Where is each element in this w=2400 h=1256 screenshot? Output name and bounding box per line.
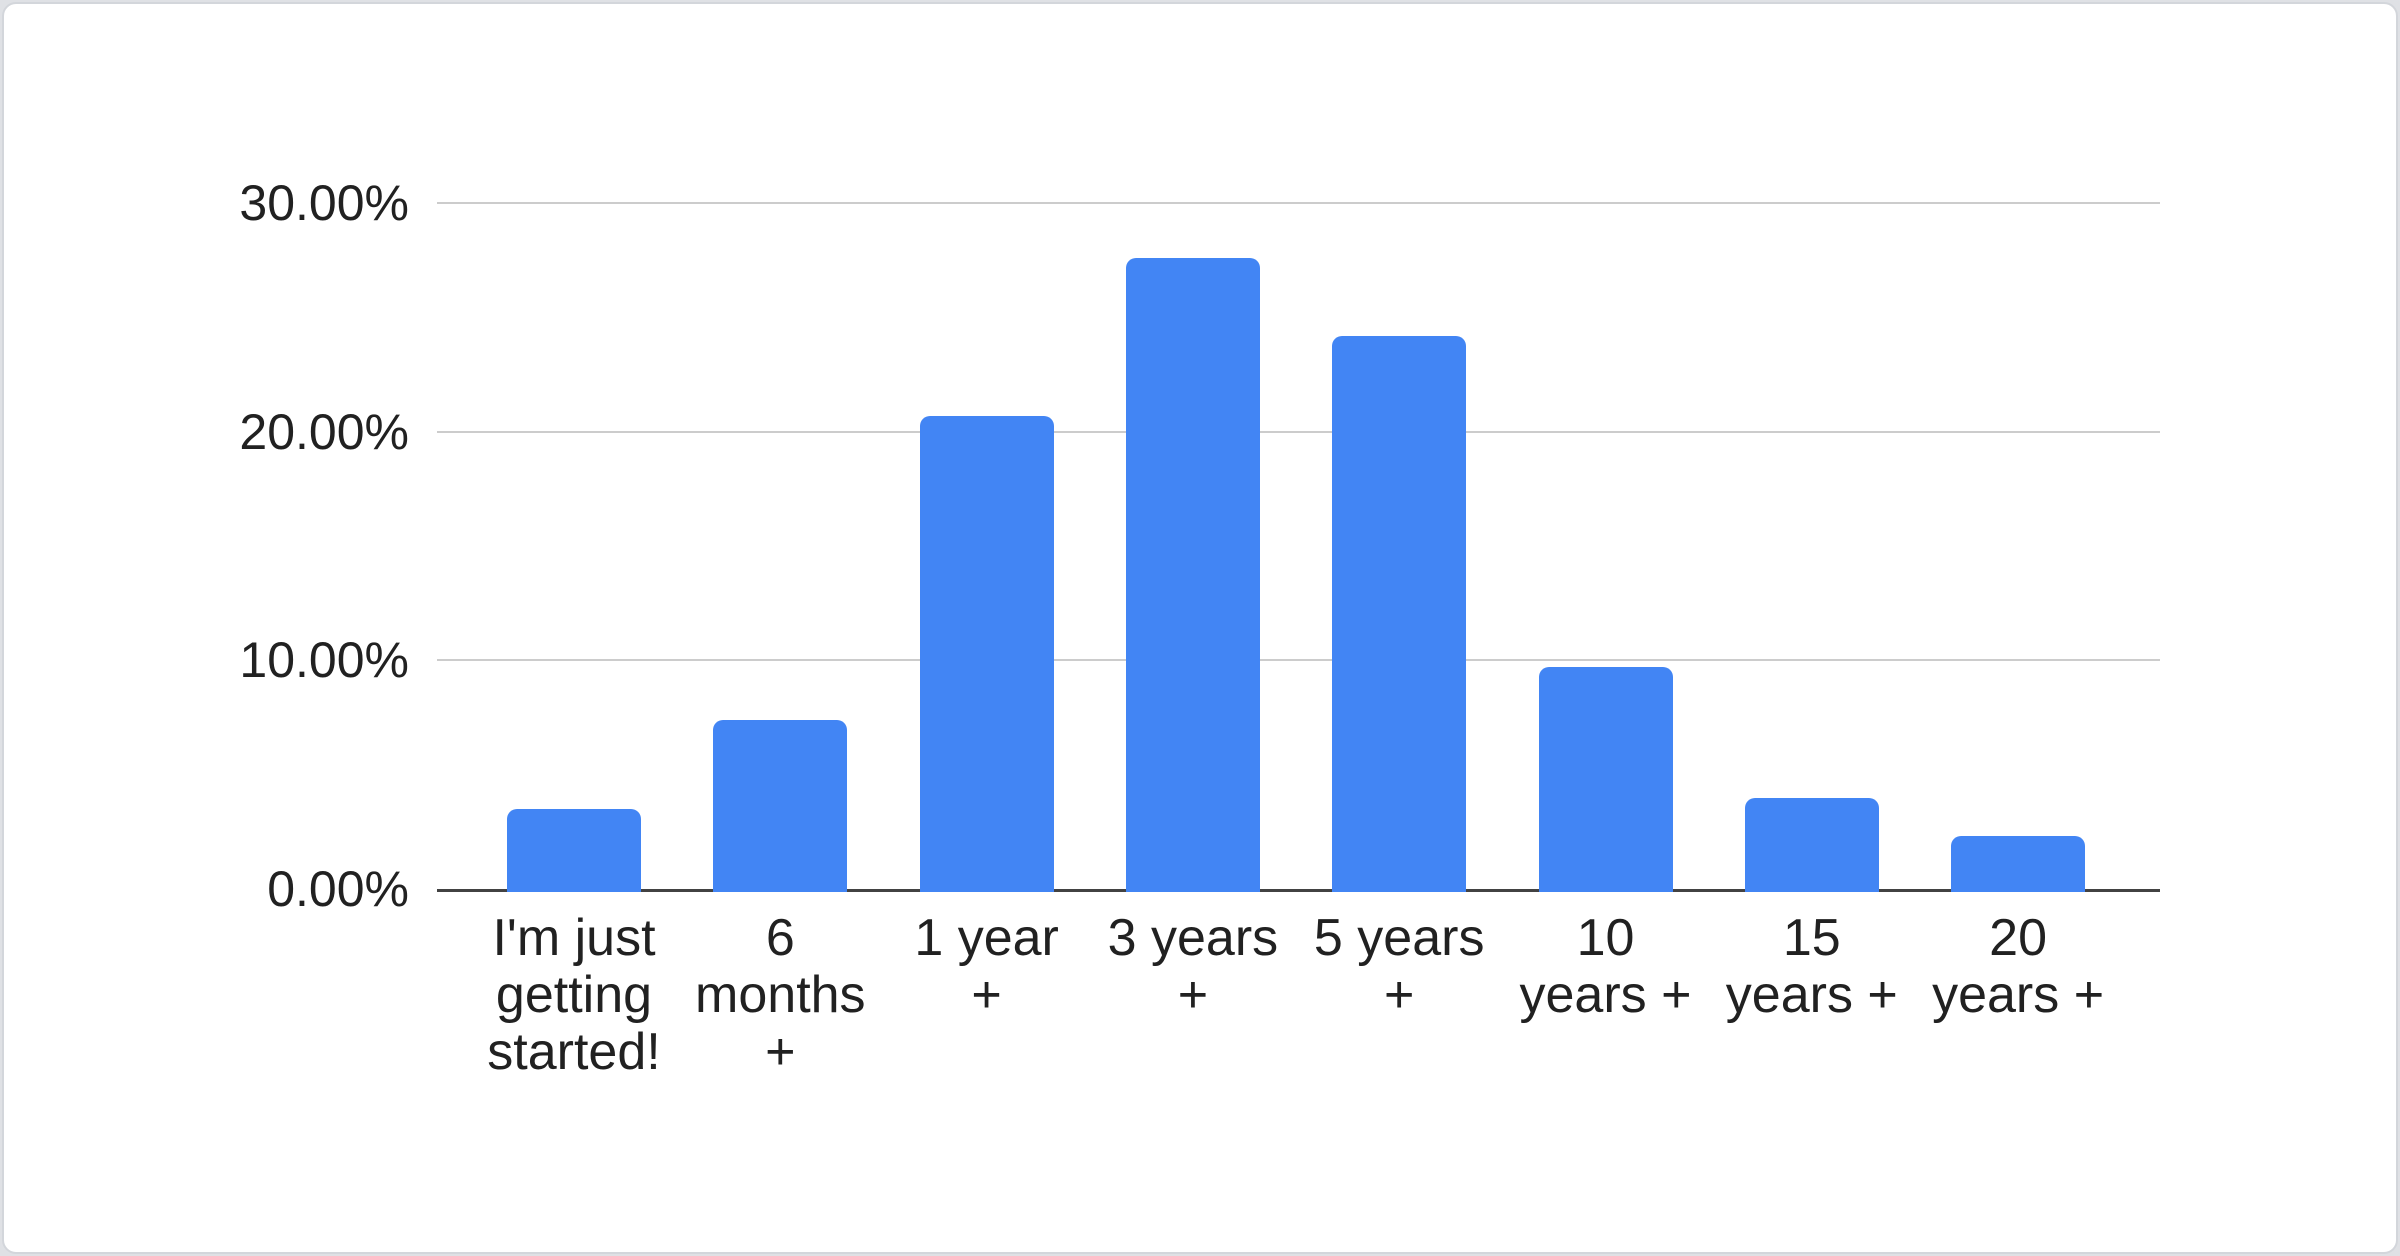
x-axis-label: 1 year +	[872, 910, 1102, 1024]
x-axis-label: 15 years +	[1697, 910, 1927, 1024]
x-axis-label-line: +	[1177, 966, 1209, 1024]
gridline	[437, 659, 2160, 662]
x-axis-label-line: +	[1384, 966, 1415, 1024]
x-axis-label-line: started!	[487, 1023, 661, 1081]
bar	[1744, 797, 1879, 892]
bar	[507, 808, 641, 892]
x-axis-label: 3 years +	[1078, 910, 1308, 1024]
bar	[1951, 836, 2086, 892]
x-axis-label-line: months	[695, 966, 866, 1024]
x-axis-label: I'm just getting started!	[459, 910, 689, 1081]
x-axis-label-line: 5 years	[1313, 909, 1485, 967]
bar-chart: 0.00% 10.00% 20.00% 30.00% I'm just getting st…	[4, 4, 2396, 1252]
x-axis-label-line: years +	[1519, 966, 1692, 1024]
x-axis-label-line: getting	[495, 966, 653, 1024]
gridline	[437, 430, 2160, 433]
bar	[713, 719, 848, 892]
x-axis-label-line: 3 years	[1107, 909, 1279, 967]
bar	[1332, 335, 1467, 892]
x-axis-line	[437, 889, 2160, 892]
x-axis-label: 20 years +	[1903, 910, 2133, 1024]
x-axis-label-line: 10	[1576, 909, 1635, 967]
y-axis-tick-label: 0.00%	[267, 861, 409, 917]
x-axis-label: 5 years +	[1284, 910, 1514, 1024]
x-axis-label-line: 20	[1989, 909, 2048, 967]
y-axis-tick-label: 10.00%	[239, 632, 409, 689]
bar	[1538, 667, 1673, 892]
x-axis-label-line: +	[765, 1023, 796, 1081]
x-axis-label-line: 6	[765, 909, 795, 967]
x-axis-label-line: 15	[1782, 909, 1841, 967]
x-axis-label-line: 1 year	[914, 909, 1059, 967]
x-axis-label: 10 years +	[1491, 910, 1721, 1024]
gridline	[437, 201, 2160, 204]
x-axis-label-line: years +	[1932, 966, 2105, 1024]
bar	[1125, 257, 1260, 892]
x-axis-label: 6 months +	[665, 910, 895, 1081]
y-axis-tick-label: 30.00%	[239, 174, 409, 231]
y-axis-tick-label: 20.00%	[239, 403, 409, 460]
x-axis-label-line: years +	[1725, 966, 1898, 1024]
bar	[919, 415, 1054, 892]
x-axis-label-line: I'm just	[492, 909, 656, 967]
x-axis-label-line: +	[971, 966, 1002, 1024]
